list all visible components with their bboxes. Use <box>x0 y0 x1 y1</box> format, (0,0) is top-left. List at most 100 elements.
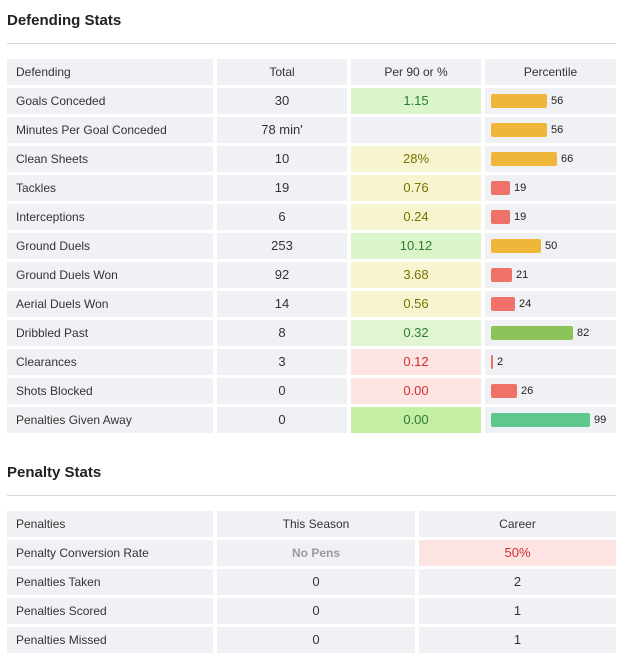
percentile-value: 66 <box>561 153 574 165</box>
table-row: Minutes Per Goal Conceded 78 min' 56 <box>7 117 616 143</box>
stat-name: Penalties Given Away <box>7 407 213 433</box>
table-row: Penalties Scored 0 1 <box>7 598 616 624</box>
percentile-value: 19 <box>514 182 527 194</box>
percentile-value: 82 <box>577 327 590 339</box>
stat-per90 <box>351 117 481 143</box>
stat-per90: 1.15 <box>351 88 481 114</box>
stat-per90: 10.12 <box>351 233 481 259</box>
percentile-value: 26 <box>521 385 534 397</box>
penalty-this-season: 0 <box>217 598 415 624</box>
table-row: Penalties Missed 0 1 <box>7 627 616 653</box>
stat-name: Clearances <box>7 349 213 375</box>
stat-name: Tackles <box>7 175 213 201</box>
percentile-bar <box>491 297 515 311</box>
penalty-career: 50% <box>419 540 616 566</box>
percentile-value: 19 <box>514 211 527 223</box>
percentile-bar <box>491 384 517 398</box>
table-row: Interceptions 6 0.24 19 <box>7 204 616 230</box>
table-row: Penalties Given Away 0 0.00 99 <box>7 407 616 433</box>
table-row: Shots Blocked 0 0.00 26 <box>7 378 616 404</box>
stat-total: 0 <box>217 407 347 433</box>
percentile-value: 50 <box>545 240 558 252</box>
stat-total: 253 <box>217 233 347 259</box>
percentile-value: 56 <box>551 124 564 136</box>
penalty-career: 1 <box>419 598 616 624</box>
penalty-this-season: No Pens <box>217 540 415 566</box>
penalty-stats-table: Penalties This Season Career Penalty Con… <box>7 511 616 656</box>
stat-total: 8 <box>217 320 347 346</box>
header-this-season: This Season <box>217 511 415 537</box>
stat-percentile: 82 <box>485 320 616 346</box>
stat-total: 0 <box>217 378 347 404</box>
stat-name: Ground Duels Won <box>7 262 213 288</box>
stat-name: Dribbled Past <box>7 320 213 346</box>
penalty-stat-name: Penalties Scored <box>7 598 213 624</box>
stat-name: Shots Blocked <box>7 378 213 404</box>
table-row: Penalty Conversion Rate No Pens 50% <box>7 540 616 566</box>
header-percentile: Percentile <box>485 59 616 85</box>
stat-percentile: 66 <box>485 146 616 172</box>
stat-per90: 0.00 <box>351 407 481 433</box>
stat-name: Ground Duels <box>7 233 213 259</box>
stat-total: 30 <box>217 88 347 114</box>
table-row: Clean Sheets 10 28% 66 <box>7 146 616 172</box>
percentile-bar <box>491 239 541 253</box>
percentile-bar <box>491 152 557 166</box>
divider <box>7 495 616 496</box>
penalty-this-season: 0 <box>217 569 415 595</box>
penalty-career: 2 <box>419 569 616 595</box>
percentile-value: 24 <box>519 298 532 310</box>
stat-total: 3 <box>217 349 347 375</box>
defending-stats-table: Defending Total Per 90 or % Percentile G… <box>7 59 616 436</box>
header-per90: Per 90 or % <box>351 59 481 85</box>
stat-name: Goals Conceded <box>7 88 213 114</box>
stat-percentile: 50 <box>485 233 616 259</box>
stat-percentile: 99 <box>485 407 616 433</box>
stat-name: Aerial Duels Won <box>7 291 213 317</box>
percentile-value: 2 <box>497 356 504 368</box>
stat-per90: 0.32 <box>351 320 481 346</box>
penalty-stat-name: Penalty Conversion Rate <box>7 540 213 566</box>
percentile-value: 56 <box>551 95 564 107</box>
stat-percentile: 24 <box>485 291 616 317</box>
stat-total: 10 <box>217 146 347 172</box>
percentile-bar <box>491 181 510 195</box>
stat-percentile: 56 <box>485 117 616 143</box>
stat-total: 14 <box>217 291 347 317</box>
percentile-bar <box>491 210 510 224</box>
percentile-bar <box>491 268 512 282</box>
percentile-value: 99 <box>594 414 607 426</box>
defending-stats-title: Defending Stats <box>7 12 122 29</box>
penalty-career: 1 <box>419 627 616 653</box>
percentile-bar <box>491 123 547 137</box>
penalty-header-row: Penalties This Season Career <box>7 511 616 537</box>
stat-percentile: 19 <box>485 204 616 230</box>
penalty-stat-name: Penalties Missed <box>7 627 213 653</box>
percentile-bar <box>491 413 590 427</box>
table-row: Tackles 19 0.76 19 <box>7 175 616 201</box>
penalty-stat-name: Penalties Taken <box>7 569 213 595</box>
percentile-bar <box>491 94 547 108</box>
stat-per90: 28% <box>351 146 481 172</box>
stat-total: 78 min' <box>217 117 347 143</box>
percentile-bar <box>491 355 493 369</box>
table-row: Ground Duels Won 92 3.68 21 <box>7 262 616 288</box>
header-total: Total <box>217 59 347 85</box>
table-row: Ground Duels 253 10.12 50 <box>7 233 616 259</box>
stat-name: Clean Sheets <box>7 146 213 172</box>
stat-name: Interceptions <box>7 204 213 230</box>
stat-per90: 3.68 <box>351 262 481 288</box>
table-row: Penalties Taken 0 2 <box>7 569 616 595</box>
stat-total: 19 <box>217 175 347 201</box>
divider <box>7 43 616 44</box>
defending-header-row: Defending Total Per 90 or % Percentile <box>7 59 616 85</box>
stat-per90: 0.76 <box>351 175 481 201</box>
stat-percentile: 19 <box>485 175 616 201</box>
stat-percentile: 21 <box>485 262 616 288</box>
stat-name: Minutes Per Goal Conceded <box>7 117 213 143</box>
header-defending: Defending <box>7 59 213 85</box>
stat-per90: 0.12 <box>351 349 481 375</box>
table-row: Clearances 3 0.12 2 <box>7 349 616 375</box>
table-row: Goals Conceded 30 1.15 56 <box>7 88 616 114</box>
